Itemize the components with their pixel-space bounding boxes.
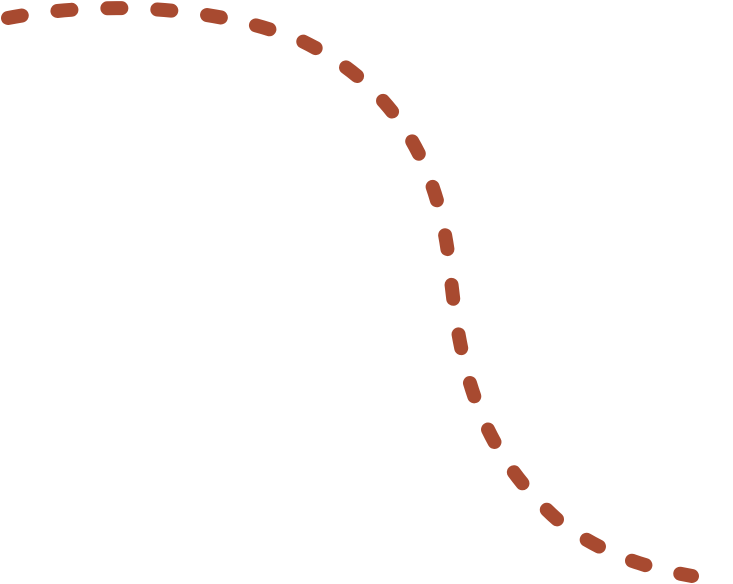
dashed-curve xyxy=(1,1,699,583)
